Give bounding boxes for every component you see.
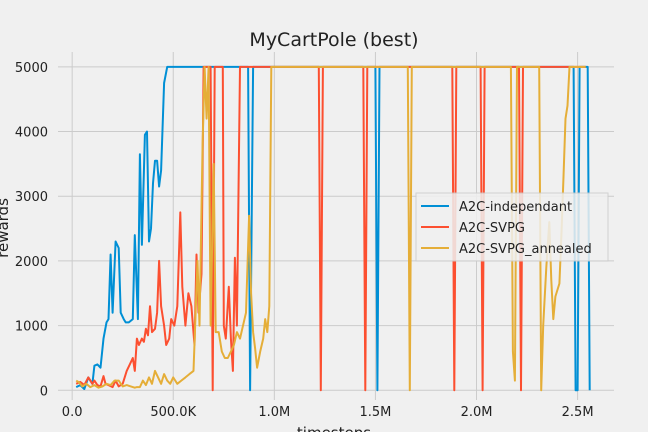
series-line-2 <box>75 65 586 392</box>
x-tick-label: 1.5M <box>359 405 391 420</box>
legend: A2C-independant A2C-SVPG A2C-SVPG_annealed <box>415 192 609 262</box>
legend-box <box>415 192 609 262</box>
y-axis-label: rewards <box>0 198 12 258</box>
legend-label-1: A2C-independant <box>459 200 572 215</box>
y-tick-label: 1000 <box>15 320 48 335</box>
chart-title: MyCartPole (best) <box>249 29 418 51</box>
y-tick-label: 0 <box>40 384 48 399</box>
x-tick-label: 0.0 <box>62 405 83 420</box>
x-tick-label: 500.0K <box>150 405 196 420</box>
y-tick-label: 3000 <box>15 190 48 205</box>
series-line-3 <box>75 65 586 392</box>
x-tick-label: 2.5M <box>562 405 594 420</box>
y-tick-label: 2000 <box>15 255 48 270</box>
tick-labels: 0.0 500.0K 1.0M 1.5M 2.0M 2.5M 0 1000 2000 3000 40… <box>15 61 594 420</box>
y-tick-label: 5000 <box>15 61 48 76</box>
legend-label-3: A2C-SVPG_annealed <box>459 242 592 257</box>
x-tick-label: 2.0M <box>461 405 493 420</box>
x-axis-label: timesteps <box>297 424 371 432</box>
y-tick-label: 4000 <box>15 126 48 141</box>
series-layer <box>75 65 591 392</box>
legend-label-2: A2C-SVPG <box>459 221 525 236</box>
x-tick-label: 1.0M <box>258 405 290 420</box>
